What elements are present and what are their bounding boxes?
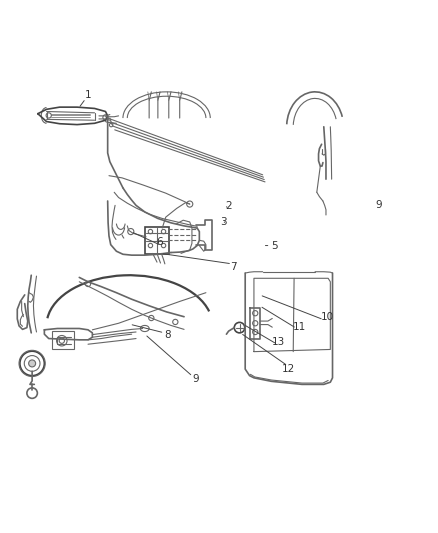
Circle shape <box>28 360 35 367</box>
Text: 13: 13 <box>272 337 286 346</box>
Text: 9: 9 <box>193 374 199 384</box>
Text: 5: 5 <box>272 240 278 251</box>
Text: 12: 12 <box>282 364 296 374</box>
Text: 6: 6 <box>156 238 162 247</box>
Text: 9: 9 <box>375 200 381 211</box>
Text: 11: 11 <box>293 322 306 332</box>
Text: 2: 2 <box>225 201 231 211</box>
Text: 8: 8 <box>164 330 171 341</box>
Text: 7: 7 <box>230 262 237 271</box>
Text: 1: 1 <box>85 90 92 100</box>
Text: 10: 10 <box>321 312 334 322</box>
Text: 3: 3 <box>220 217 227 227</box>
